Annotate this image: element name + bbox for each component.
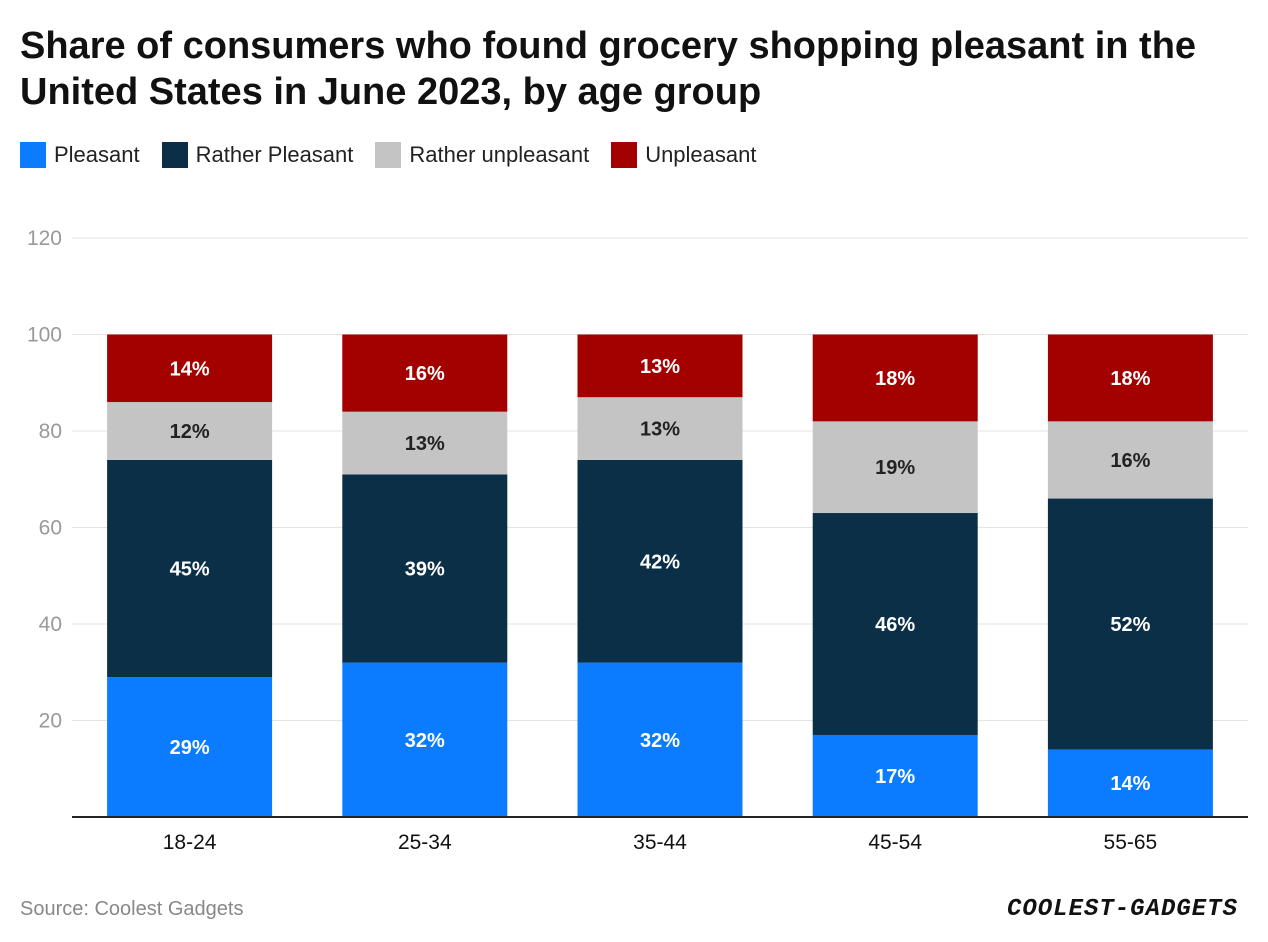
- data-label-rather-unpleasant-25-34: 13%: [405, 433, 445, 455]
- data-label-unpleasant-18-24: 14%: [170, 358, 210, 380]
- brand-logo: COOLEST-GADGETS: [1006, 896, 1238, 923]
- legend-swatch-pleasant: [20, 142, 46, 168]
- data-label-rather-pleasant-25-34: 39%: [405, 559, 445, 581]
- data-label-unpleasant-35-44: 13%: [640, 356, 680, 378]
- y-tick-label-20: 20: [39, 710, 62, 733]
- data-label-rather-unpleasant-35-44: 13%: [640, 419, 680, 441]
- data-label-rather-pleasant-35-44: 42%: [640, 551, 680, 573]
- bar-pleasant-45-54: [812, 734, 978, 817]
- x-tick-label-55-65: 55-65: [1104, 831, 1158, 854]
- bar-pleasant-25-34: [342, 662, 508, 817]
- data-label-rather-pleasant-45-54: 46%: [875, 614, 915, 636]
- bar-pleasant-18-24: [107, 677, 273, 817]
- data-label-unpleasant-45-54: 18%: [875, 368, 915, 390]
- legend-swatch-rather-unpleasant: [375, 142, 402, 168]
- legend-label-rather-unpleasant: Rather unpleasant: [409, 142, 590, 167]
- source-note: Source: Coolest Gadgets: [20, 898, 244, 920]
- data-label-rather-unpleasant-45-54: 19%: [875, 457, 915, 479]
- data-label-unpleasant-55-65: 18%: [1110, 368, 1150, 390]
- legend-item-rather-pleasant[interactable]: Rather Pleasant: [161, 142, 354, 168]
- legend-item-unpleasant[interactable]: Unpleasant: [611, 142, 757, 168]
- bar-rather-unpleasant-55-65: [1047, 421, 1213, 499]
- legend-label-unpleasant: Unpleasant: [645, 142, 757, 167]
- bar-unpleasant-45-54: [812, 334, 978, 422]
- data-label-unpleasant-25-34: 16%: [405, 363, 445, 385]
- bar-rather-unpleasant-45-54: [812, 421, 978, 514]
- x-tick-label-25-34: 25-34: [398, 831, 452, 854]
- legend-label-pleasant: Pleasant: [54, 142, 140, 167]
- data-label-rather-pleasant-18-24: 45%: [170, 559, 210, 581]
- legend-swatch-rather-pleasant: [161, 142, 188, 168]
- bar-rather-unpleasant-25-34: [342, 411, 508, 475]
- data-label-pleasant-55-65: 14%: [1110, 773, 1150, 795]
- bar-pleasant-55-65: [1047, 749, 1213, 817]
- y-tick-label-40: 40: [39, 613, 62, 636]
- data-label-rather-unpleasant-18-24: 12%: [170, 421, 210, 443]
- bar-unpleasant-25-34: [342, 334, 508, 412]
- bar-rather-unpleasant-18-24: [107, 402, 273, 460]
- legend-item-rather-unpleasant[interactable]: Rather unpleasant: [375, 142, 589, 168]
- data-label-rather-pleasant-55-65: 52%: [1110, 614, 1150, 636]
- data-label-pleasant-25-34: 32%: [405, 730, 445, 752]
- chart-legend: Pleasant Rather Pleasant Rather unpleasa…: [20, 142, 779, 168]
- bar-rather-pleasant-25-34: [342, 474, 508, 663]
- legend-swatch-unpleasant: [611, 142, 638, 168]
- x-tick-label-45-54: 45-54: [868, 831, 922, 854]
- data-label-pleasant-45-54: 17%: [875, 766, 915, 788]
- bar-rather-pleasant-18-24: [107, 459, 273, 678]
- bar-unpleasant-18-24: [107, 334, 273, 403]
- bar-unpleasant-55-65: [1047, 334, 1213, 422]
- x-tick-label-35-44: 35-44: [633, 831, 687, 854]
- y-tick-label-100: 100: [27, 324, 62, 347]
- legend-item-pleasant[interactable]: Pleasant: [20, 142, 140, 168]
- bar-rather-unpleasant-35-44: [577, 397, 743, 460]
- chart-title: Share of consumers who found grocery sho…: [20, 25, 1197, 113]
- data-label-rather-unpleasant-55-65: 16%: [1110, 450, 1150, 472]
- bar-rather-pleasant-45-54: [812, 513, 978, 735]
- y-tick-label-80: 80: [39, 420, 62, 443]
- data-label-pleasant-35-44: 32%: [640, 730, 680, 752]
- bar-rather-pleasant-35-44: [577, 459, 743, 663]
- bar-unpleasant-35-44: [577, 334, 743, 398]
- y-tick-label-120: 120: [27, 227, 62, 250]
- bar-rather-pleasant-55-65: [1047, 498, 1213, 750]
- x-tick-label-18-24: 18-24: [163, 831, 217, 854]
- y-tick-label-60: 60: [39, 517, 62, 540]
- bar-pleasant-35-44: [577, 662, 743, 817]
- legend-label-rather-pleasant: Rather Pleasant: [195, 142, 354, 167]
- data-label-pleasant-18-24: 29%: [170, 737, 210, 759]
